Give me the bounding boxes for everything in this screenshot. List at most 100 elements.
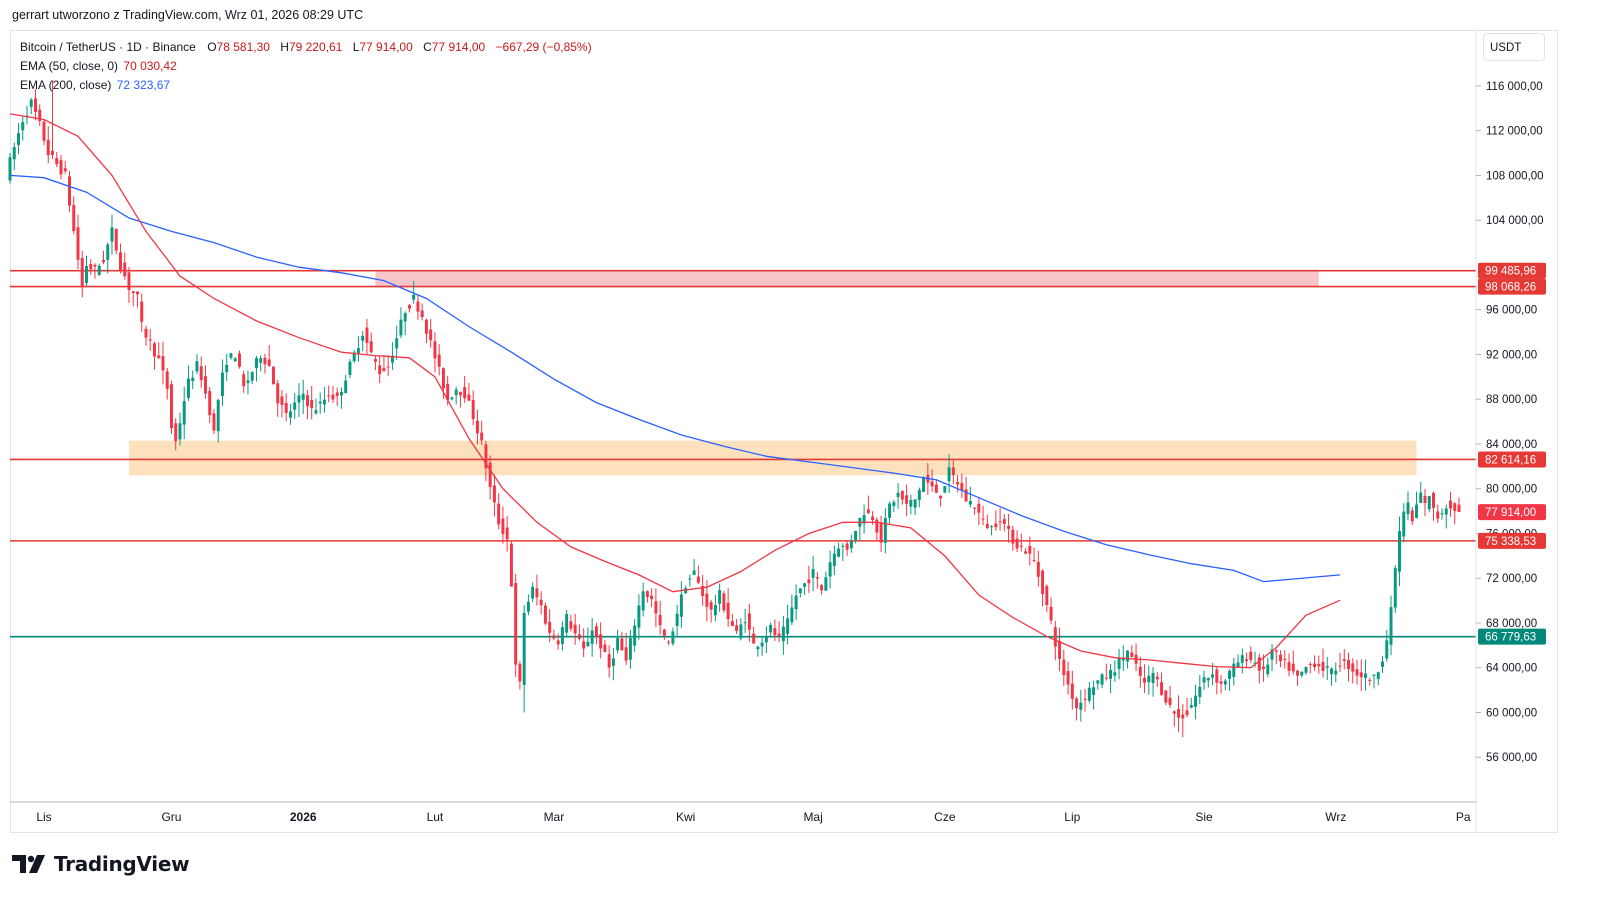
- candle-body[interactable]: [1266, 664, 1270, 675]
- candle-body[interactable]: [348, 361, 352, 375]
- candle-body[interactable]: [1215, 669, 1219, 683]
- candle-body[interactable]: [463, 387, 467, 399]
- candle-body[interactable]: [356, 348, 360, 354]
- candle-body[interactable]: [1155, 676, 1159, 680]
- candle-body[interactable]: [862, 515, 866, 524]
- candle-body[interactable]: [543, 605, 547, 624]
- candle-body[interactable]: [1228, 670, 1232, 679]
- candle-body[interactable]: [467, 394, 471, 401]
- candle-body[interactable]: [1092, 687, 1096, 695]
- candle-body[interactable]: [390, 355, 394, 363]
- candle-body[interactable]: [246, 380, 250, 384]
- candle-body[interactable]: [488, 462, 492, 487]
- candle-body[interactable]: [684, 588, 688, 594]
- candle-body[interactable]: [1381, 661, 1385, 667]
- candle-body[interactable]: [1024, 551, 1028, 554]
- candle-body[interactable]: [905, 495, 909, 504]
- candle-body[interactable]: [161, 356, 165, 371]
- candle-body[interactable]: [973, 507, 977, 509]
- candle-body[interactable]: [722, 593, 726, 611]
- ema50-line[interactable]: [9, 113, 1341, 669]
- candle-body[interactable]: [798, 588, 802, 594]
- candle-body[interactable]: [1206, 677, 1210, 681]
- candle-body[interactable]: [1087, 687, 1091, 701]
- candle-body[interactable]: [1219, 681, 1223, 684]
- candle-body[interactable]: [565, 613, 569, 633]
- candle-body[interactable]: [233, 358, 237, 362]
- candle-body[interactable]: [1045, 585, 1049, 606]
- candle-body[interactable]: [318, 401, 322, 404]
- candle-body[interactable]: [866, 509, 870, 514]
- candle-body[interactable]: [934, 484, 938, 493]
- candle-body[interactable]: [769, 624, 773, 633]
- candle-body[interactable]: [1262, 666, 1266, 669]
- candle-body[interactable]: [373, 359, 377, 362]
- candle-body[interactable]: [1143, 677, 1147, 683]
- candle-body[interactable]: [446, 383, 450, 400]
- candle-body[interactable]: [110, 227, 114, 242]
- candle-body[interactable]: [131, 291, 135, 294]
- candle-body[interactable]: [1351, 663, 1355, 672]
- candle-body[interactable]: [1313, 663, 1317, 668]
- candle-body[interactable]: [968, 501, 972, 505]
- candle-body[interactable]: [569, 621, 573, 629]
- legend-ema200-row[interactable]: EMA (200, close) 72 323,67: [20, 76, 599, 95]
- candle-body[interactable]: [752, 633, 756, 644]
- candle-body[interactable]: [1194, 695, 1198, 707]
- candle-body[interactable]: [633, 625, 637, 646]
- candle-body[interactable]: [803, 583, 807, 587]
- candle-body[interactable]: [1211, 674, 1215, 678]
- candle-body[interactable]: [1083, 698, 1087, 700]
- candle-body[interactable]: [339, 391, 343, 396]
- candle-body[interactable]: [1053, 627, 1057, 647]
- currency-selector[interactable]: USDT: [1483, 33, 1545, 61]
- candle-body[interactable]: [739, 624, 743, 639]
- candle-body[interactable]: [34, 98, 37, 113]
- candle-body[interactable]: [1109, 669, 1113, 679]
- candle-body[interactable]: [1457, 504, 1461, 513]
- candle-body[interactable]: [628, 638, 632, 660]
- candle-body[interactable]: [1007, 525, 1011, 529]
- candle-body[interactable]: [1121, 658, 1125, 661]
- candle-body[interactable]: [1168, 697, 1172, 705]
- candle-body[interactable]: [883, 518, 887, 543]
- candle-body[interactable]: [1393, 568, 1397, 608]
- candle-body[interactable]: [1419, 492, 1423, 503]
- candle-body[interactable]: [1279, 654, 1283, 662]
- candle-body[interactable]: [1202, 677, 1206, 683]
- candle-body[interactable]: [361, 335, 365, 341]
- candle-body[interactable]: [1198, 686, 1202, 697]
- candle-body[interactable]: [301, 393, 305, 400]
- candle-body[interactable]: [1028, 546, 1032, 554]
- candle-body[interactable]: [1304, 666, 1308, 673]
- candle-body[interactable]: [335, 392, 339, 396]
- candle-body[interactable]: [943, 486, 947, 493]
- candle-body[interactable]: [913, 499, 917, 508]
- candle-body[interactable]: [1049, 606, 1053, 621]
- candle-body[interactable]: [764, 636, 768, 643]
- candle-body[interactable]: [212, 413, 216, 431]
- candle-body[interactable]: [89, 264, 93, 270]
- candle-body[interactable]: [276, 383, 280, 404]
- candle-body[interactable]: [611, 658, 615, 666]
- candle-body[interactable]: [399, 319, 403, 336]
- candle-body[interactable]: [888, 503, 892, 518]
- candle-body[interactable]: [1415, 504, 1418, 518]
- candle-body[interactable]: [756, 646, 760, 650]
- candle-body[interactable]: [930, 481, 934, 487]
- candle-body[interactable]: [939, 495, 943, 499]
- candle-body[interactable]: [849, 541, 853, 549]
- candle-body[interactable]: [1359, 672, 1363, 678]
- candle-body[interactable]: [837, 548, 841, 557]
- candle-body[interactable]: [1223, 680, 1227, 685]
- candle-body[interactable]: [297, 395, 301, 403]
- candle-body[interactable]: [518, 664, 522, 682]
- candle-body[interactable]: [1036, 561, 1040, 577]
- candle-body[interactable]: [288, 411, 292, 418]
- candle-body[interactable]: [981, 518, 985, 520]
- candle-body[interactable]: [59, 160, 63, 175]
- candle-body[interactable]: [1249, 651, 1253, 661]
- candle-body[interactable]: [854, 530, 858, 541]
- candle-body[interactable]: [947, 467, 951, 482]
